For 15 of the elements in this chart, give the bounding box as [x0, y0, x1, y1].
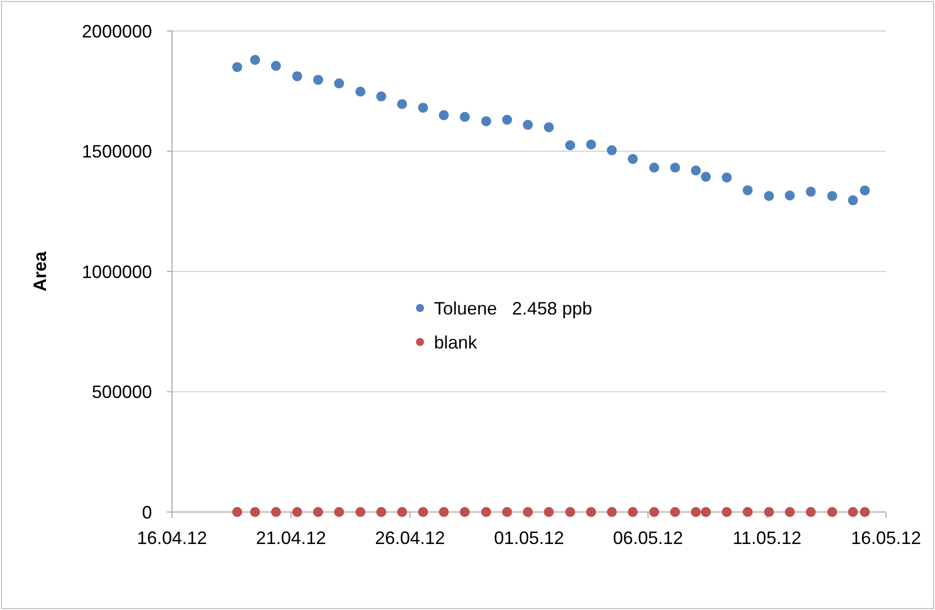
y-tick-label: 1000000	[82, 262, 152, 282]
y-tick-label: 1500000	[82, 142, 152, 162]
x-tick-label: 21.04.12	[256, 528, 326, 548]
y-axis-title: Area	[30, 250, 50, 292]
y-tick-label: 2000000	[82, 21, 152, 42]
x-tick-label: 06.05.12	[612, 528, 684, 548]
x-tick-label: 16.04.12	[136, 528, 208, 548]
legend-label: blank	[434, 332, 478, 352]
y-tick-label: 500000	[92, 382, 152, 402]
x-tick-label: 01.05.12	[494, 528, 564, 548]
y-tick-label: 0	[142, 502, 152, 522]
x-tick-label: 16.05.12	[850, 528, 922, 548]
x-tick-label: 26.04.12	[374, 528, 446, 548]
x-tick-label: 11.05.12	[732, 528, 802, 548]
legend-label: Toluene 2.458 ppb	[434, 298, 592, 318]
